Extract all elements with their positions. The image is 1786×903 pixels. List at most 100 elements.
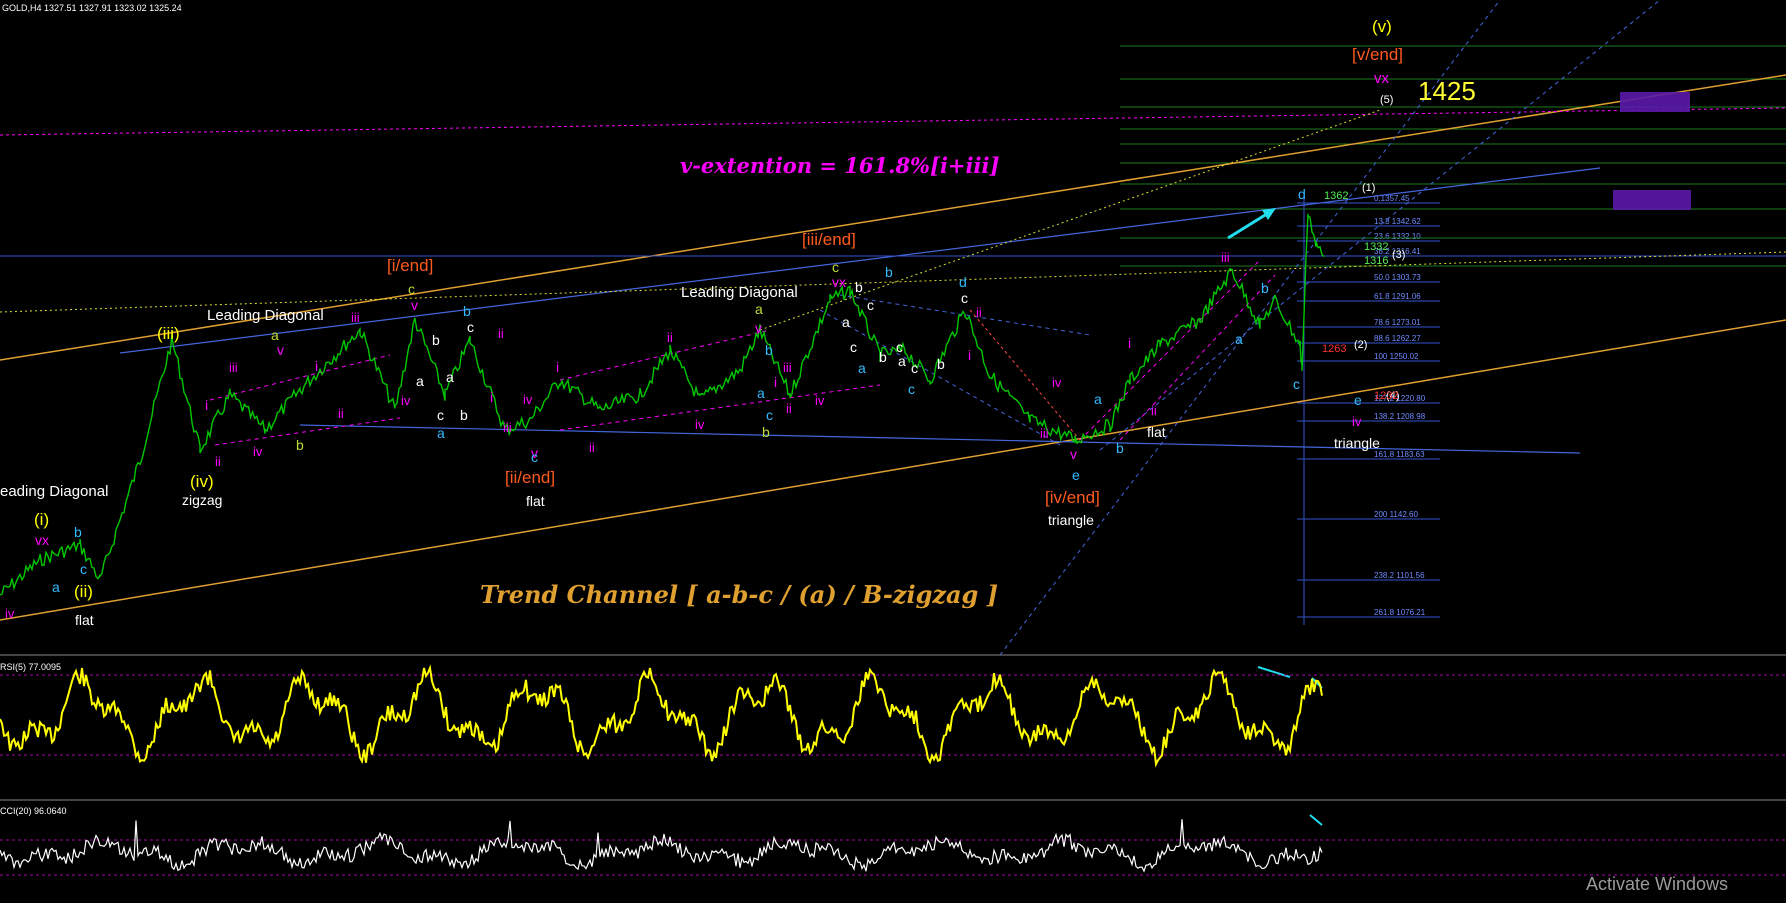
label-iii-end: [iii/end] xyxy=(802,230,856,249)
symbol-header: GOLD,H4 1327.51 1327.91 1323.02 1325.24 xyxy=(2,3,182,13)
cci-series xyxy=(0,819,1323,873)
wave-letter-label: c xyxy=(80,561,87,577)
label-wave-i: (i) xyxy=(34,510,49,529)
label-1263: 1263 xyxy=(1322,343,1346,355)
fib-level-label: 100 1250.02 xyxy=(1374,352,1419,361)
wave-letter-label: ii xyxy=(786,401,792,416)
red-dashed-end xyxy=(969,309,1081,441)
wave-letter-label: iii xyxy=(503,420,512,435)
magenta-dashed-b xyxy=(214,417,401,446)
wave-letter-label: iii xyxy=(1040,426,1049,441)
label-vx-left: vx xyxy=(35,532,49,548)
label-p2: (2) xyxy=(1354,339,1367,351)
wave-letter-label: ii xyxy=(215,454,221,469)
wave-letter-label: c xyxy=(911,360,918,376)
wave-letter-label: b xyxy=(1116,440,1124,456)
magenta-dashed-d xyxy=(559,384,881,431)
wave-letter-label: iv xyxy=(401,393,411,408)
wave-letter-label: e xyxy=(1354,392,1362,408)
wave-letter-label: a xyxy=(271,327,279,343)
wave-letter-label: a xyxy=(52,579,60,595)
wave-letter-label: iv xyxy=(1352,414,1362,429)
wave-letter-label: b xyxy=(1261,280,1269,296)
wave-letter-label: a xyxy=(446,369,454,385)
arrows xyxy=(1227,208,1323,826)
rsi-series xyxy=(0,664,1323,768)
fib-level-label: 261.8 1076.21 xyxy=(1374,608,1426,617)
label-flat-1: flat xyxy=(75,612,94,628)
label-triangle-1: triangle xyxy=(1048,512,1094,528)
label-vx-top: vx xyxy=(1374,70,1390,87)
wave-letter-label: a xyxy=(416,373,424,389)
fib-level-label: 0.1357.45 xyxy=(1374,194,1410,203)
wave-letter-label: iii xyxy=(783,360,792,375)
wave-letter-label: a xyxy=(898,353,906,369)
wave-letter-label: b xyxy=(879,349,887,365)
label-wave-iv: (iv) xyxy=(190,472,214,491)
wave-letter-label: i xyxy=(205,397,208,413)
blue-dashed-diagonal-4 xyxy=(819,309,1061,446)
label-1332: 1332 xyxy=(1364,241,1388,253)
label-triangle-2: triangle xyxy=(1334,435,1380,451)
wave-letter-label: i xyxy=(1128,335,1131,351)
wave-letter-label: c xyxy=(437,407,444,423)
fib-level-label: 38.2 1316.41 xyxy=(1374,247,1421,256)
wave-letter-label: i xyxy=(968,347,971,363)
wave-letter-label: ii xyxy=(589,440,595,455)
wave-letter-label: iv xyxy=(695,417,705,432)
fib-level-label: 200 1142.60 xyxy=(1374,510,1418,519)
wave-letter-label: a xyxy=(858,360,866,376)
wave-letter-label: c xyxy=(850,339,857,355)
wave-letter-label: ii xyxy=(976,305,982,320)
wave-letter-label: v xyxy=(1070,446,1077,462)
wave-letter-label: c xyxy=(961,290,968,306)
label-1316: 1316 xyxy=(1364,255,1388,267)
leading-diagonal-3: eading Diagonal xyxy=(0,483,108,500)
wave-letter-label: b xyxy=(463,303,471,319)
wave-letter-label: e xyxy=(1072,467,1080,483)
wave-letter-label: a xyxy=(757,385,765,401)
wave-letter-label: b xyxy=(885,264,893,280)
fib-level-label: 50.0 1303.73 xyxy=(1374,273,1421,282)
wave-letter-label: iii xyxy=(351,310,360,325)
fib-level-label: 88.6 1262.27 xyxy=(1374,334,1421,343)
wave-letter-label: c xyxy=(1293,376,1300,392)
cci-header: CCI(20) 96.0640 xyxy=(0,806,67,816)
fib-level-label: 127.2 1220.80 xyxy=(1374,394,1426,403)
wave-letter-label: c xyxy=(896,339,903,355)
wave-letter-label: b xyxy=(937,356,945,372)
channel-upper-blue xyxy=(119,167,1601,354)
channel-upper-orange xyxy=(0,74,1786,361)
wave-letter-label: b xyxy=(765,342,773,358)
wave-letter-label: c xyxy=(408,281,415,297)
wave-letter-label: iv xyxy=(253,444,263,459)
label-wave-iii: (iii) xyxy=(157,324,180,343)
wave-letter-label: a xyxy=(1094,391,1102,407)
label-i-end: [i/end] xyxy=(387,256,433,275)
wave-letter-label: c xyxy=(467,319,474,335)
label-p3: (3) xyxy=(1392,249,1405,261)
wave-letter-label: a xyxy=(842,314,850,330)
wave-letter-label: iii xyxy=(1221,250,1230,265)
target-box-upper[interactable] xyxy=(1620,92,1690,112)
wave-letter-label: i xyxy=(556,359,559,375)
wave-letter-label: i xyxy=(315,358,318,374)
wave-letter-label: b xyxy=(296,437,304,453)
channel-lower-orange xyxy=(0,319,1786,621)
label-1362: 1362 xyxy=(1324,190,1348,202)
wave-letter-label: c xyxy=(908,381,915,397)
magenta-dashed-a xyxy=(209,354,391,401)
label-flat-2: flat xyxy=(526,493,545,509)
cyan-arrow-cci xyxy=(1309,814,1323,826)
fib-level-label: 23.6 1332.10 xyxy=(1374,232,1421,241)
fib-level-label: 138.2 1208.98 xyxy=(1374,412,1426,421)
wave-letter-label: b xyxy=(855,279,863,295)
target-box-lower[interactable] xyxy=(1613,190,1691,210)
leading-diagonal-1: Leading Diagonal xyxy=(207,307,324,324)
blue-dashed-diagonal-3 xyxy=(839,294,1091,336)
target-1425: 1425 xyxy=(1418,76,1476,106)
wave-letter-label: b xyxy=(74,524,82,540)
